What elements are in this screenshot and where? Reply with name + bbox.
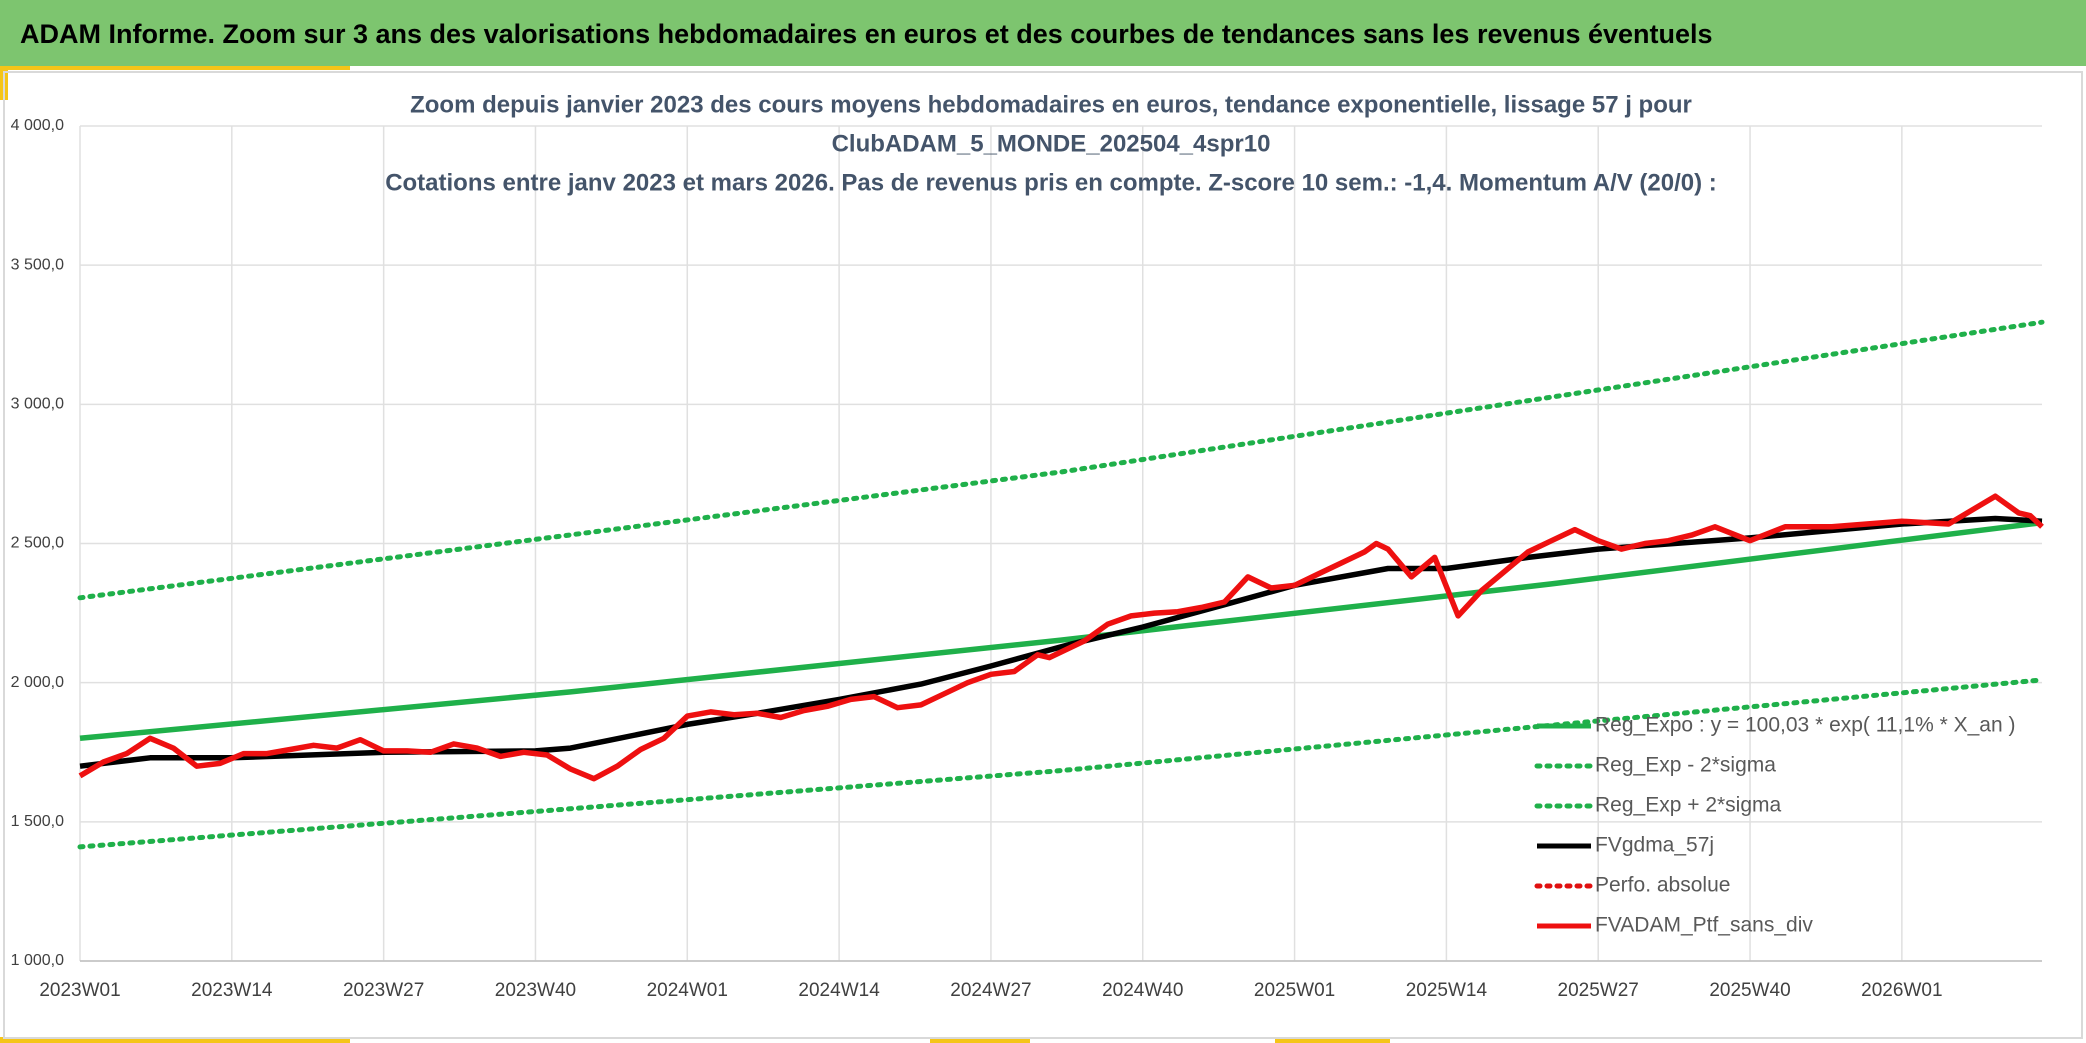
y-tick-label: 2 000,0 bbox=[11, 674, 64, 691]
chart-title-line: Cotations entre janv 2023 et mars 2026. … bbox=[385, 169, 1717, 196]
y-tick-label: 2 500,0 bbox=[11, 535, 64, 552]
accent bbox=[930, 1039, 1030, 1043]
x-tick-label: 2023W01 bbox=[39, 980, 120, 1001]
accent bbox=[0, 66, 350, 70]
series-line bbox=[78, 493, 2044, 782]
x-tick-label: 2024W01 bbox=[647, 980, 728, 1001]
series-line bbox=[77, 319, 2045, 601]
legend: Reg_Expo : y = 100,03 * exp( 11,1% * X_a… bbox=[1534, 714, 2015, 937]
legend-label: Reg_Exp + 2*sigma bbox=[1595, 794, 1782, 817]
chart-title-line: Zoom depuis janvier 2023 des cours moyen… bbox=[410, 91, 1692, 118]
legend-label: Reg_Exp - 2*sigma bbox=[1595, 754, 1776, 777]
y-tick-label: 3 500,0 bbox=[11, 256, 64, 273]
y-tick-label: 1 000,0 bbox=[11, 952, 64, 969]
y-tick-label: 1 500,0 bbox=[11, 813, 64, 830]
x-tick-label: 2024W40 bbox=[1102, 980, 1183, 1001]
x-tick-label: 2023W27 bbox=[343, 980, 424, 1001]
y-tick-label: 3 000,0 bbox=[11, 396, 64, 413]
x-tick-label: 2023W40 bbox=[495, 980, 576, 1001]
x-tick-label: 2025W27 bbox=[1558, 980, 1639, 1001]
chart-title-line: ClubADAM_5_MONDE_202504_4spr10 bbox=[832, 130, 1271, 157]
chart-title: Zoom depuis janvier 2023 des cours moyen… bbox=[385, 91, 1717, 196]
x-tick-label: 2025W14 bbox=[1406, 980, 1488, 1001]
x-tick-label: 2026W01 bbox=[1861, 980, 1942, 1001]
header-bar bbox=[0, 0, 2086, 66]
series-line bbox=[79, 519, 2043, 742]
legend-label: FVgdma_57j bbox=[1595, 834, 1714, 857]
x-tick-label: 2024W27 bbox=[950, 980, 1031, 1001]
accent bbox=[1275, 1039, 1390, 1043]
x-tick-label: 2024W14 bbox=[798, 980, 880, 1001]
x-tick-label: 2025W40 bbox=[1709, 980, 1790, 1001]
header-title: ADAM Informe. Zoom sur 3 ans des valoris… bbox=[20, 19, 1713, 49]
x-tick-label: 2025W01 bbox=[1254, 980, 1335, 1001]
x-tick-label: 2023W14 bbox=[191, 980, 273, 1001]
legend-label: FVADAM_Ptf_sans_div bbox=[1595, 914, 1813, 937]
series-line bbox=[77, 677, 2045, 850]
accent bbox=[0, 1037, 350, 1043]
y-tick-label: 4 000,0 bbox=[11, 117, 64, 134]
legend-label: Reg_Expo : y = 100,03 * exp( 11,1% * X_a… bbox=[1595, 714, 2015, 737]
chart-frame bbox=[3, 71, 2083, 1039]
legend-label: Perfo. absolue bbox=[1595, 874, 1730, 897]
